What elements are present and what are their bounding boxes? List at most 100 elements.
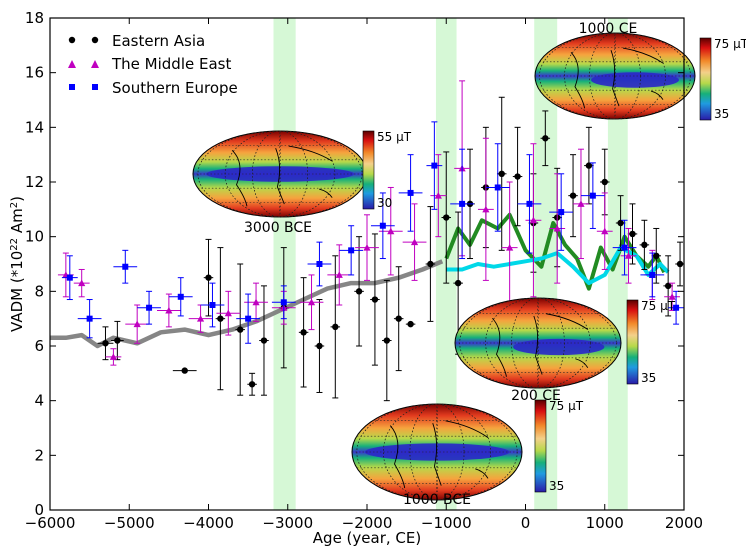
- map-meridian: [197, 130, 363, 218]
- map-anomaly: [513, 338, 605, 356]
- highlight-band-0: [273, 18, 296, 510]
- map-color-scale: [362, 130, 375, 210]
- data-point: [553, 224, 561, 232]
- data-point: [109, 353, 117, 360]
- map-label: 200 CE: [511, 388, 561, 404]
- legend: Eastern Asia The Middle East Southern Eu…: [68, 32, 238, 97]
- legend-marker: [91, 36, 99, 44]
- data-point: [387, 227, 395, 235]
- legend-marker: [68, 36, 76, 44]
- map-scale-min: 35: [714, 107, 729, 121]
- map-meridian: [537, 297, 539, 389]
- data-point: [114, 337, 121, 344]
- map-label: 1000 BCE: [403, 492, 471, 508]
- y-tick-label: 14: [25, 118, 44, 136]
- data-point: [248, 381, 256, 388]
- legend-label: The Middle East: [111, 55, 231, 73]
- data-point: [363, 244, 371, 251]
- y-axis-label: VADM (*1022 Am2): [8, 196, 26, 332]
- data-point: [237, 326, 244, 333]
- map-color-scale: [626, 299, 639, 385]
- x-tick-label: −1000: [421, 514, 472, 532]
- data-point: [280, 299, 287, 306]
- data-point: [379, 222, 386, 229]
- data-point: [577, 200, 585, 207]
- data-point: [395, 315, 402, 322]
- data-point: [431, 162, 438, 169]
- data-point: [133, 320, 141, 328]
- data-point: [252, 298, 260, 306]
- data-point: [589, 192, 596, 199]
- data-point: [146, 304, 153, 311]
- data-point: [668, 293, 676, 300]
- data-point: [165, 306, 173, 314]
- data-point: [371, 296, 379, 303]
- data-point: [307, 298, 316, 306]
- inset-map-2: 200 CE 75 µT 35: [454, 297, 676, 404]
- data-point: [355, 288, 363, 295]
- map-scale-min: 35: [641, 371, 656, 385]
- inset-map-3: 1000 BCE 75 µT 35: [351, 399, 584, 508]
- map-scale-max: 75 µT: [549, 399, 584, 413]
- y-tick-label: 12: [25, 173, 44, 191]
- y-tick-label: 2: [34, 446, 44, 464]
- data-point: [558, 209, 565, 216]
- data-point: [526, 200, 533, 207]
- x-tick-label: −3000: [262, 514, 313, 532]
- data-point: [383, 337, 391, 344]
- map-meridian: [485, 297, 591, 389]
- map-scale-max: 75 µT: [714, 37, 746, 51]
- x-tick-label: −2000: [342, 514, 393, 532]
- data-point: [601, 178, 608, 186]
- x-tick-label: −5000: [104, 514, 155, 532]
- y-tick-label: 4: [34, 392, 44, 410]
- map-scale-max: 55 µT: [377, 130, 412, 144]
- y-tick-label: 16: [25, 64, 44, 82]
- data-point: [569, 192, 577, 199]
- x-tick-label: −6000: [25, 514, 76, 532]
- map-meridian: [564, 32, 666, 120]
- data-point: [621, 244, 628, 251]
- data-point: [427, 260, 434, 268]
- y-tick-label: 8: [34, 282, 44, 300]
- map-coastline: [231, 145, 333, 207]
- data-point: [86, 315, 93, 322]
- data-point: [529, 216, 538, 224]
- map-scale-min: 30: [377, 196, 392, 210]
- x-tick-label: 1000: [586, 514, 624, 532]
- data-point: [673, 304, 680, 311]
- map-scale-min: 35: [549, 479, 564, 493]
- map-scale-max: 75 µT: [641, 299, 676, 313]
- data-point: [649, 271, 656, 278]
- data-point: [407, 320, 414, 328]
- y-tick-label: 10: [25, 228, 44, 246]
- map-label: 3000 BCE: [244, 220, 312, 236]
- legend-marker: [69, 84, 75, 90]
- data-point: [454, 279, 462, 287]
- map-coastline: [570, 47, 664, 109]
- data-point: [676, 260, 684, 268]
- data-point: [664, 282, 672, 290]
- y-tick-label: 0: [34, 501, 44, 519]
- legend-marker: [92, 84, 98, 90]
- data-point: [177, 293, 184, 300]
- series-layer: [50, 80, 684, 402]
- data-point: [217, 315, 224, 322]
- data-point: [514, 173, 521, 180]
- data-point: [542, 135, 549, 142]
- data-point: [601, 227, 609, 235]
- data-point: [482, 205, 490, 213]
- x-tick-label: 2000: [665, 514, 703, 532]
- data-point: [316, 342, 323, 350]
- data-point: [224, 309, 232, 317]
- map-meridian: [383, 403, 491, 501]
- data-point: [617, 219, 624, 227]
- map-meridian: [356, 403, 518, 501]
- data-point: [624, 252, 633, 259]
- data-point: [209, 302, 216, 308]
- map-color-scale: [699, 37, 712, 121]
- data-point: [300, 329, 307, 336]
- legend-marker: [91, 60, 99, 68]
- inset-map-0: 3000 BCE 55 µT 30: [192, 130, 412, 236]
- data-point: [78, 279, 86, 287]
